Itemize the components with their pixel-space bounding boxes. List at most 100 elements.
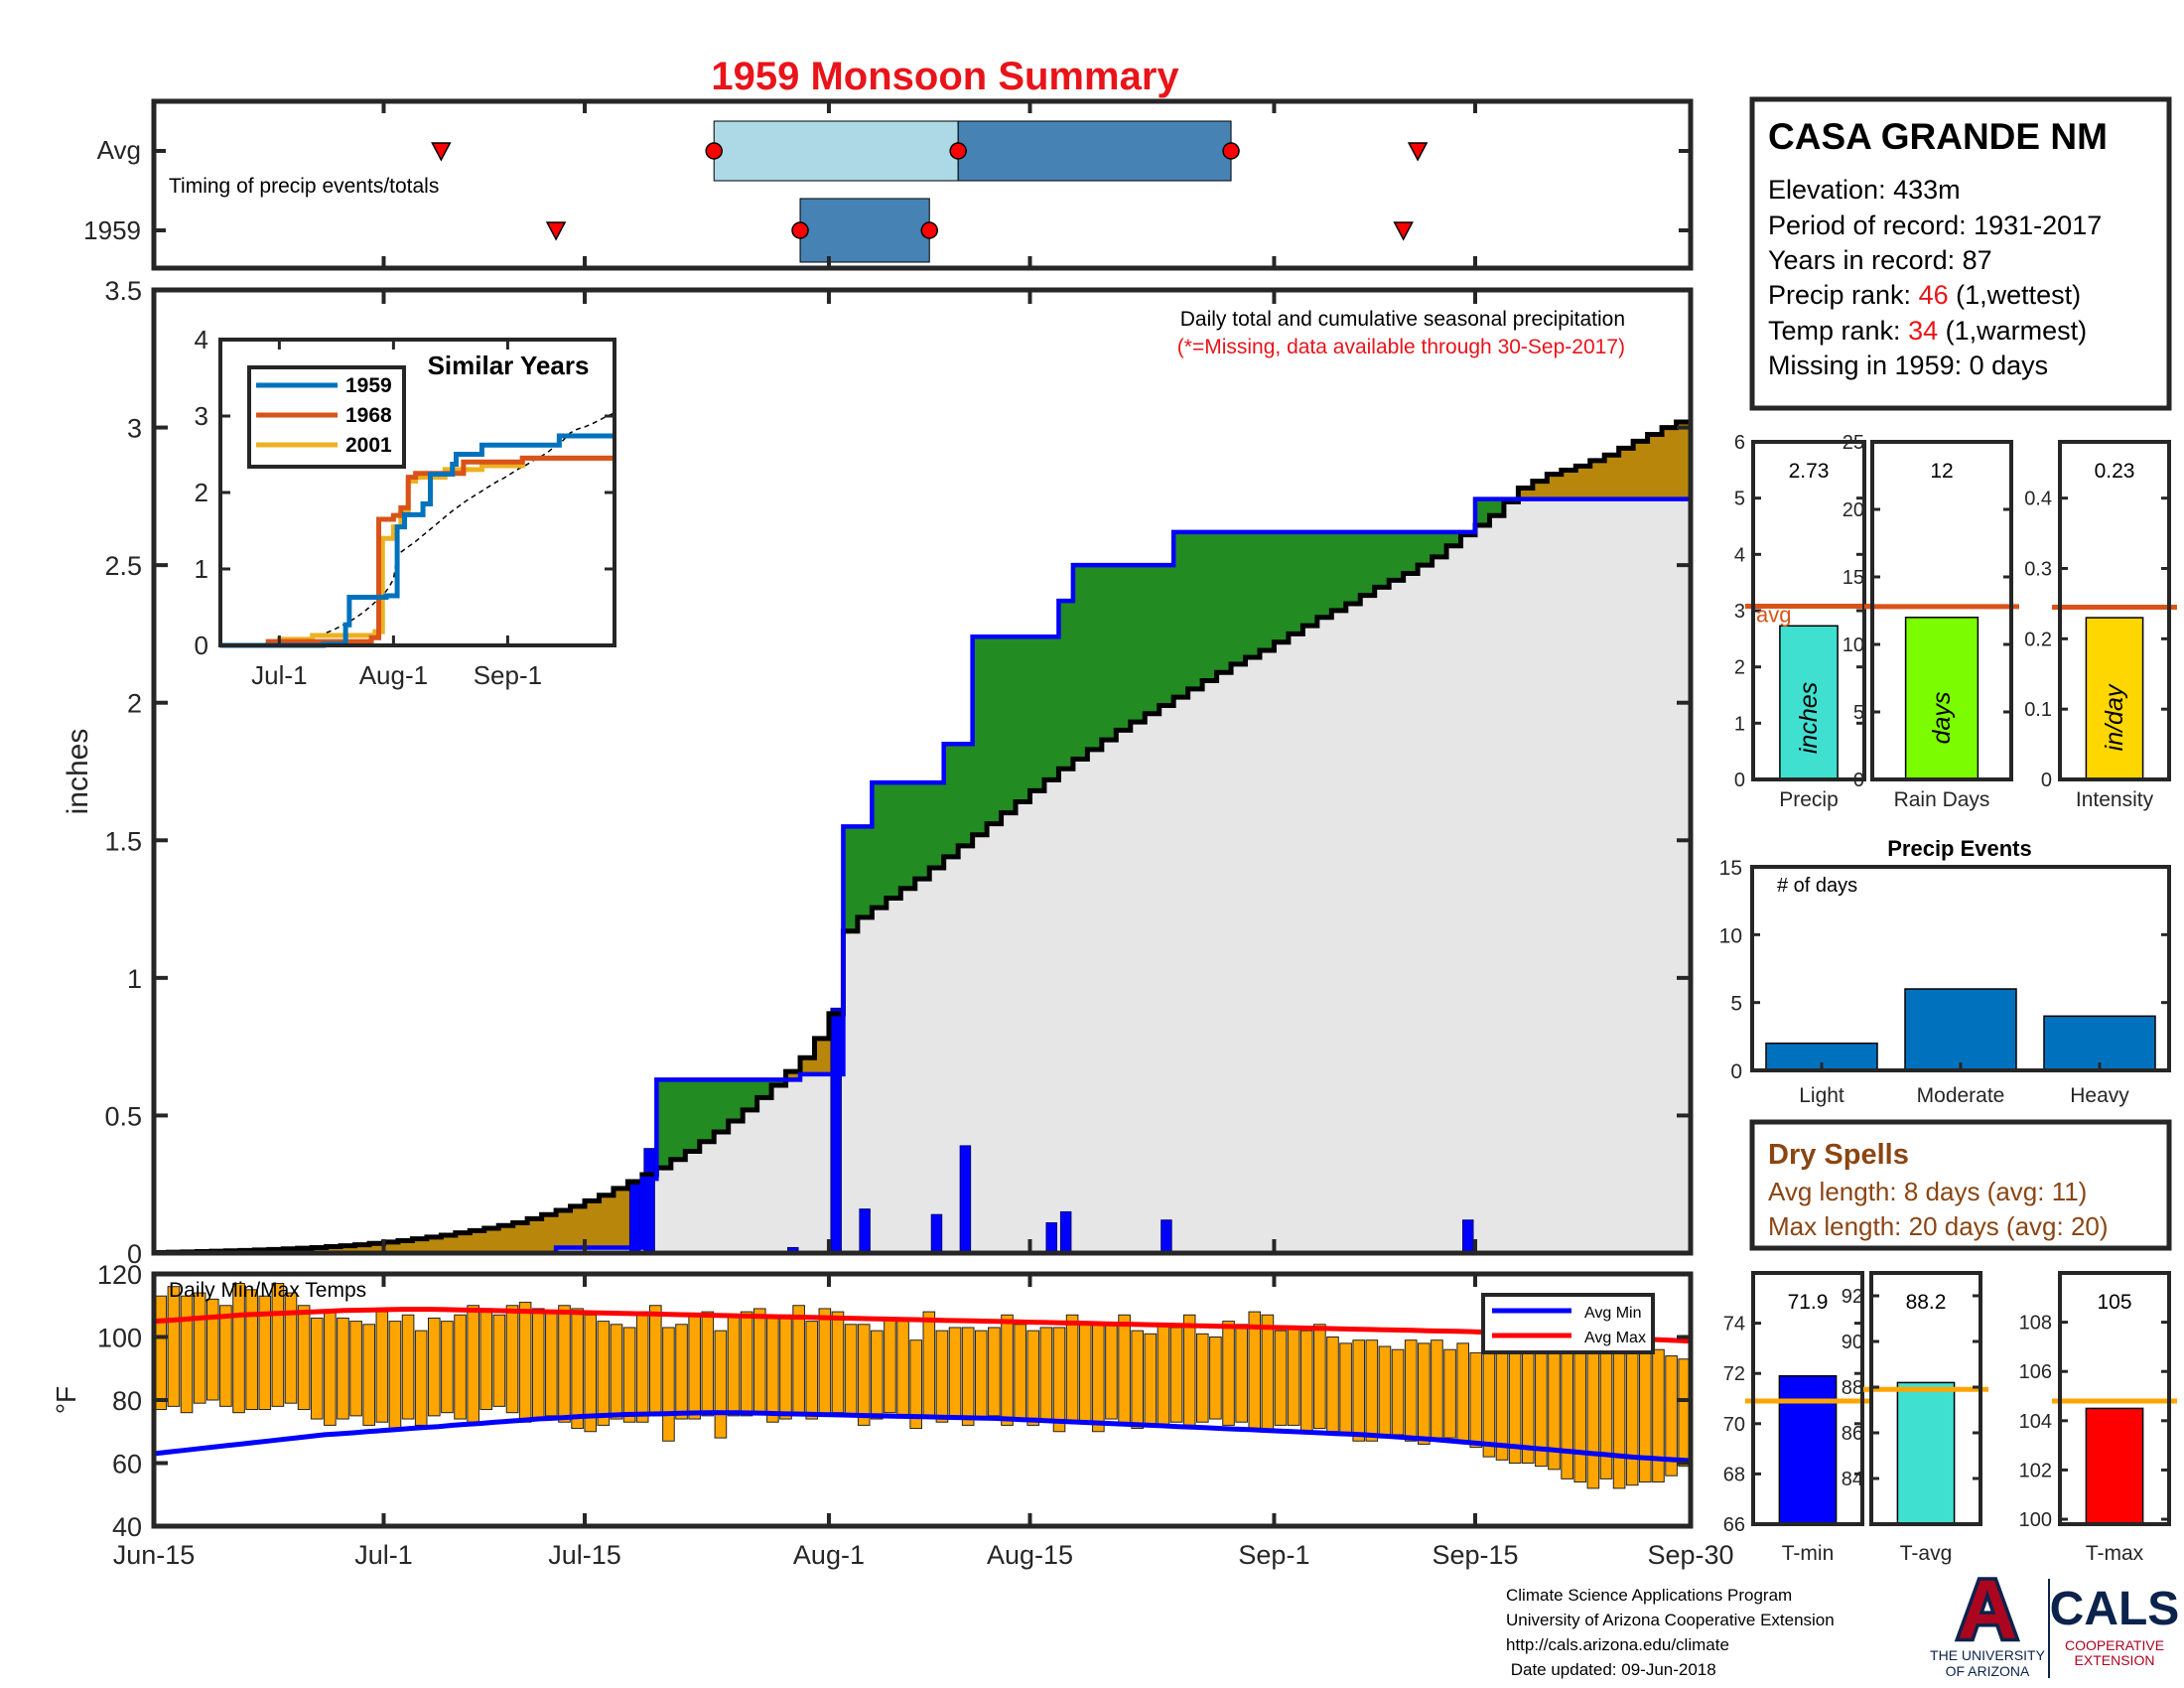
timing-year-first-triangle [545,221,567,241]
temp-bar-82 [1222,1321,1235,1426]
temp-bar-66 [1014,1324,1026,1420]
temp-bar-97 [1418,1342,1431,1445]
events-category-label-moderate: Moderate [1917,1084,2005,1107]
main-title: Daily total and cumulative seasonal prec… [1180,308,1625,331]
inset-ytick-label-2: 2 [195,478,208,507]
temp-bar-29 [531,1308,545,1420]
tmin-frame [1751,1271,1864,1526]
temp-bar-70 [1065,1314,1079,1423]
tavg-ytick-label-3: 90 [1842,1332,1863,1353]
raindays-unit-label: days [1928,692,1956,745]
main-ylabel: inches [62,729,94,815]
tmin-ytick-label-3: 72 [1723,1363,1745,1385]
temp-bar-114 [1639,1345,1652,1483]
temp-bar-4 [205,1298,219,1401]
raindays-panel: 0 5 10 15 20 25 12 Rain Days days [1843,432,2019,811]
main-ytick-label-2: 1 [127,964,142,994]
temps-avg-max-line [153,1307,1692,1344]
temp-bar-1 [167,1286,181,1407]
tmax-ytick-label-3: 106 [2019,1361,2052,1383]
dry-spells-title: Dry Spells [1768,1139,1909,1171]
tavg-ytick-label-2: 88 [1842,1377,1863,1399]
tmax-value-bar [2085,1407,2144,1525]
precip-ytick-label-6: 6 [1734,432,1745,454]
temp-bar-86 [1274,1330,1288,1426]
timing-row-year: 1959 [83,215,141,245]
temp-bar-55 [871,1330,884,1420]
temps-ytick-label-0: 40 [112,1512,142,1542]
temp-bar-26 [492,1314,506,1407]
temp-bar-32 [571,1308,584,1430]
precip-avg-label: avg [1756,602,1791,627]
temps-ytick-label-2: 80 [112,1386,142,1416]
temp-bar-98 [1431,1339,1443,1439]
temp-bar-100 [1456,1342,1469,1442]
inset-legend-label-1959: 1959 [345,374,392,397]
temp-bar-61 [948,1327,962,1420]
main-ytick-label-5: 2.5 [104,551,142,581]
events-bar-moderate [1904,988,2017,1071]
temp-bar-76 [1144,1333,1158,1426]
timing-avg-marker-1 [949,142,967,160]
temp-bar-71 [1078,1324,1092,1423]
tmax-ytick-label-2: 104 [2019,1411,2052,1433]
temp-bar-14 [337,1317,349,1420]
temp-bar-88 [1299,1330,1313,1433]
temp-bar-57 [896,1321,909,1417]
temp-bar-54 [857,1324,871,1426]
temp-bar-69 [1052,1327,1066,1433]
precip-ytick-label-2: 2 [1734,657,1745,679]
temp-bar-44 [727,1314,741,1417]
inset-ytick-label-3: 3 [195,401,208,431]
temp-bar-21 [427,1317,441,1417]
precip-ytick-label-1: 1 [1734,713,1745,735]
temp-bar-56 [884,1317,896,1414]
tmin-panel: 66 68 70 72 74 71.9 T-min [1723,1271,1870,1565]
temp-bar-34 [597,1321,611,1426]
station-line-6: Missing in 1959: 0 days [1768,351,2048,380]
footer-line-2: University of Arizona Cooperative Extens… [1506,1611,1835,1629]
temps-title: Daily Min/Max Temps [169,1279,366,1302]
temp-bar-81 [1209,1336,1222,1420]
tmax-ytick-label-4: 108 [2019,1313,2052,1335]
temp-bar-37 [635,1311,649,1423]
temp-bar-92 [1352,1339,1366,1442]
temp-bar-36 [622,1327,636,1423]
precip-ytick-label-0: 0 [1734,770,1745,791]
temp-bar-80 [1195,1333,1209,1423]
temp-bar-116 [1665,1355,1678,1477]
temps-legend-box [1481,1293,1655,1354]
temp-bar-38 [649,1305,662,1417]
timing-avg-first-triangle [431,142,452,162]
raindays-ytick-label-0: 0 [1853,770,1864,791]
events-bar-heavy [2043,1015,2156,1071]
temp-bar-63 [974,1330,988,1420]
temp-bar-45 [740,1311,753,1417]
events-category-label-heavy: Heavy [2070,1084,2129,1107]
temp-bar-11 [297,1305,311,1411]
tavg-ytick-label-4: 92 [1842,1286,1863,1308]
inset-ytick-label-4: 4 [195,325,208,354]
temp-bar-5 [219,1305,232,1407]
inset-legend-label-1968: 1968 [345,404,392,427]
cals-wordmark: CALS [2050,1583,2180,1635]
tmax-ytick-label-1: 102 [2019,1460,2052,1481]
footer-line-3: http://cals.arizona.edu/climate [1506,1635,1729,1654]
main-panel: 0 0.5 1 1.5 2 2.5 3 3.5 inches Daily total and … [62,276,1694,1269]
precip-value-bar [1779,625,1839,780]
raindays-ytick-label-2: 10 [1843,634,1864,656]
date-xtick-label-7: Sep-30 [1647,1540,1733,1570]
temp-bar-10 [284,1292,298,1404]
summary-bar-panels: 01234562.73Precipinchesavg051015202512Ra… [1723,432,2177,1565]
temp-bar-23 [454,1314,467,1420]
inset-ytick-label-0: 0 [195,631,208,660]
main-ytick-label-7: 3.5 [104,276,142,306]
daily-precip-bar-1 [643,1148,655,1254]
station-line-2: Period of record: 1931-2017 [1768,211,2102,240]
dry-spells-box: Dry Spells Avg length: 8 days (avg: 11) … [1749,1119,2172,1251]
ua-logo-line-2: OF ARIZONA [1946,1663,2030,1679]
raindays-value-bar [1904,617,1979,780]
temp-bar-49 [792,1305,805,1417]
main-axes: 0 0.5 1 1.5 2 2.5 3 3.5 [104,276,1693,1269]
